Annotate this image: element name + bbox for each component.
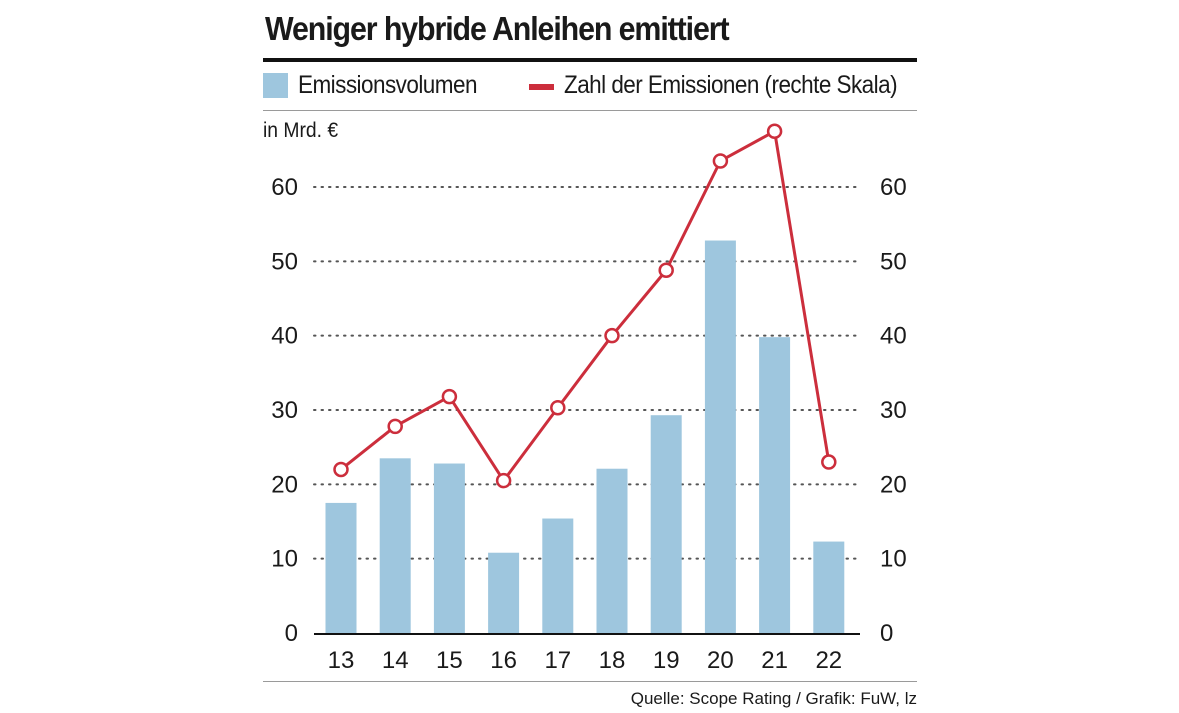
series-line	[340, 129, 831, 483]
bar	[542, 518, 574, 633]
line-point	[712, 153, 729, 169]
y-tick-label-left: 30	[271, 397, 298, 424]
bar	[433, 463, 465, 633]
y-tick-label-right: 30	[880, 397, 907, 424]
bar	[379, 458, 411, 633]
y-tick-label-right: 0	[880, 620, 893, 647]
y-tick-label-left: 40	[271, 323, 298, 350]
line-point	[766, 123, 783, 139]
unit-label: in Mrd. €	[263, 119, 339, 142]
bar	[596, 468, 628, 633]
x-tick-label: 16	[490, 647, 517, 674]
legend-label-line: Zahl der Emissionen (rechte Skala)	[564, 71, 898, 99]
y-tick-label-left: 60	[271, 174, 298, 201]
x-tick-label: 15	[436, 647, 463, 674]
x-tick-label: 13	[328, 647, 355, 674]
y-tick-label-left: 20	[271, 471, 298, 498]
y-tick-label-left: 10	[271, 546, 298, 573]
y-tick-label-right: 40	[880, 323, 907, 350]
legend-label-bar: Emissionsvolumen	[298, 71, 477, 99]
x-tick-label: 18	[599, 647, 626, 674]
legend-rule	[263, 110, 917, 111]
x-tick-label: 17	[544, 647, 571, 674]
x-tick-label: 20	[707, 647, 734, 674]
legend-swatch-bar	[263, 73, 288, 98]
line-point	[550, 400, 566, 416]
line-point	[495, 472, 512, 489]
y-tick-label-right: 60	[880, 174, 907, 201]
x-tick-label: 19	[653, 647, 680, 674]
legend-swatch-line	[529, 84, 554, 90]
bar	[759, 337, 791, 633]
chart-title: Weniger hybride Anleihen emittiert	[265, 10, 730, 47]
source-credit: Quelle: Scope Rating / Grafik: FuW, lz	[630, 689, 917, 708]
bar	[488, 552, 520, 633]
bar	[704, 240, 736, 633]
footer-rule	[263, 681, 917, 682]
line-point	[333, 461, 349, 478]
bar	[325, 502, 357, 633]
x-tick-label: 14	[382, 647, 409, 674]
y-tick-label-left: 50	[271, 248, 298, 275]
y-tick-label-left: 0	[285, 620, 298, 647]
line-point	[658, 262, 674, 279]
bar	[813, 541, 845, 633]
line-point	[604, 327, 620, 344]
y-tick-label-right: 20	[880, 471, 907, 498]
line-point	[387, 418, 403, 435]
line-point	[441, 388, 458, 405]
line-point	[821, 454, 837, 470]
x-tick-label: 21	[761, 647, 788, 674]
bar	[650, 415, 682, 633]
x-tick-label: 22	[815, 647, 842, 674]
y-tick-label-right: 50	[880, 248, 907, 275]
y-tick-label-right: 10	[880, 546, 907, 573]
title-rule	[263, 58, 917, 62]
